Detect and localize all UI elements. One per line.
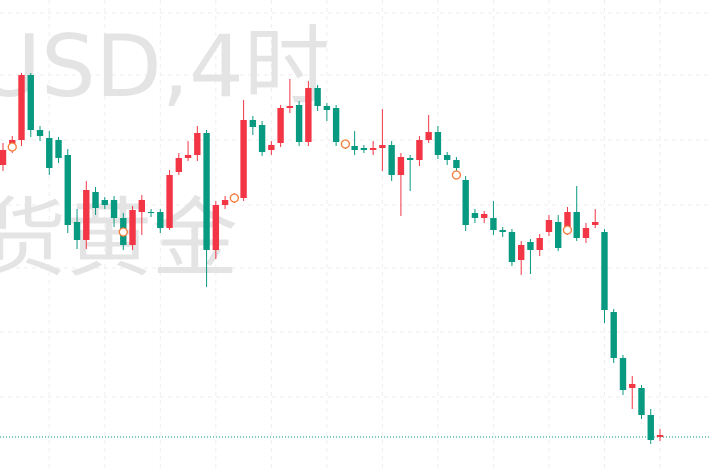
candle-body: [240, 120, 247, 198]
candle-body: [286, 106, 294, 108]
candle-body: [499, 230, 506, 232]
candle-body: [101, 200, 108, 205]
candle-body: [388, 145, 395, 175]
candle-body: [582, 228, 590, 238]
candle-body: [27, 75, 34, 130]
candle-body: [203, 133, 210, 250]
candle-body: [360, 148, 368, 150]
candle-body: [184, 155, 192, 158]
candle-body: [490, 218, 497, 230]
candle-body: [55, 140, 62, 158]
watermark: 货黄金: [0, 189, 238, 289]
candle-body: [443, 155, 451, 160]
candle-body: [147, 212, 155, 213]
candle-body: [592, 222, 599, 225]
candle-body: [619, 358, 627, 390]
candle-body: [332, 108, 340, 142]
candle-body: [647, 415, 654, 440]
candle-body: [166, 175, 173, 228]
candle-body: [351, 146, 358, 150]
event-marker: [451, 170, 462, 180]
candle-body: [462, 180, 469, 225]
event-marker: [7, 142, 17, 152]
candle-body: [110, 200, 118, 218]
candle-body: [545, 220, 553, 232]
candle-body: [0, 150, 7, 165]
candle-body: [480, 214, 488, 218]
candle-body: [656, 435, 664, 437]
candle-body: [258, 125, 266, 152]
candle-body: [138, 200, 146, 212]
candle-body: [314, 88, 321, 106]
candle-body: [638, 388, 645, 415]
candle-body: [18, 75, 25, 140]
candle-body: [508, 232, 516, 262]
candle-body: [536, 238, 543, 250]
candle-body: [221, 200, 229, 205]
candle-body: [268, 145, 275, 150]
candle-body: [610, 312, 617, 358]
candle-body: [46, 138, 53, 168]
candle-body: [83, 190, 90, 240]
candle-body: [517, 245, 525, 260]
candle-body: [573, 212, 580, 238]
candle-body: [305, 88, 312, 142]
candle-body: [92, 192, 99, 208]
candle-body: [425, 132, 432, 140]
event-marker: [229, 193, 239, 203]
candle-body: [416, 140, 423, 160]
event-marker: [118, 227, 128, 237]
watermark: USD,4时: [0, 17, 330, 117]
candle-body: [601, 232, 608, 310]
candle-body: [369, 148, 377, 150]
candle-body: [434, 132, 442, 155]
candle-body: [527, 242, 534, 250]
candle-body: [36, 130, 44, 136]
candle-body: [64, 155, 71, 225]
candle-body: [249, 120, 257, 127]
candle-body: [379, 145, 386, 148]
candle-body: [175, 158, 183, 172]
event-marker: [562, 225, 573, 235]
candle-body: [194, 133, 201, 155]
candle-body: [397, 157, 405, 175]
candle-body: [453, 160, 460, 168]
event-marker: [340, 139, 351, 149]
candle-body: [295, 105, 303, 142]
plot: [0, 73, 709, 444]
candle-body: [406, 158, 414, 160]
candle-body: [471, 213, 479, 218]
candle-body: [157, 212, 164, 228]
candle-body: [564, 212, 571, 230]
candle-body: [73, 222, 81, 240]
candle-body: [277, 108, 284, 143]
candle-body: [555, 222, 562, 248]
candle-body: [629, 384, 636, 388]
candle-body: [323, 106, 331, 110]
candle-body: [129, 210, 136, 245]
candle-body: [212, 205, 220, 250]
